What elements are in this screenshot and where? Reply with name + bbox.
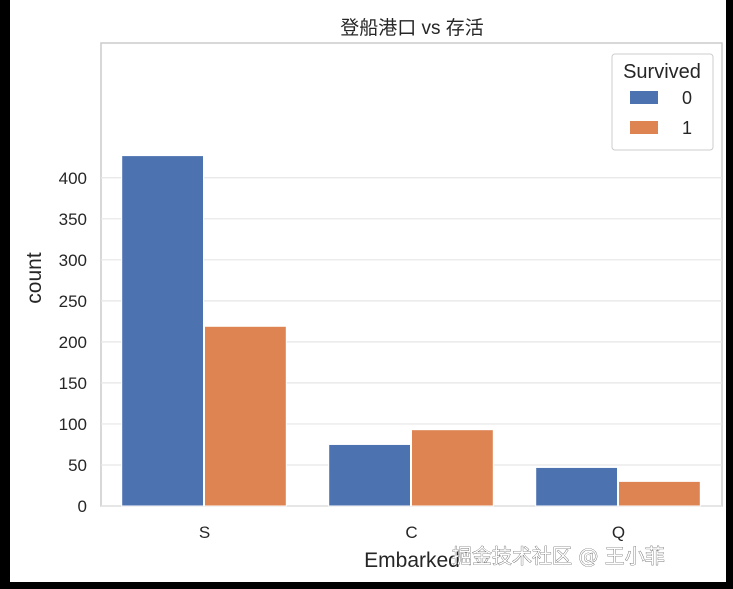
y-tick-label: 300	[59, 251, 87, 270]
y-tick-label: 200	[59, 333, 87, 352]
legend-label-0: 0	[682, 88, 692, 108]
bar-c-survived-1	[411, 429, 494, 507]
bar-s-survived-0	[121, 155, 204, 507]
legend-swatch-1	[630, 121, 658, 134]
bar-s-survived-1	[204, 325, 287, 507]
watermark: 掘金技术社区 @ 王小菲	[452, 544, 665, 568]
bar-q-survived-1	[618, 480, 701, 507]
x-axis-label: Embarked	[364, 549, 460, 572]
legend-swatch-0	[630, 91, 658, 104]
y-tick-labels: 0 50 100 150 200 250 300 350 400	[59, 169, 87, 516]
y-tick-label: 0	[78, 497, 87, 516]
y-tick-label: 400	[59, 169, 87, 188]
y-axis-label: count	[23, 252, 46, 304]
x-tick-label: S	[199, 523, 210, 542]
bars	[121, 155, 701, 507]
bar-c-survived-0	[328, 443, 412, 507]
legend: Survived 0 1	[611, 53, 714, 151]
legend-title: Survived	[623, 61, 701, 83]
x-tick-label: Q	[612, 523, 625, 542]
y-tick-label: 250	[59, 292, 87, 311]
bar-q-survived-0	[535, 466, 619, 507]
y-tick-label: 150	[59, 374, 87, 393]
y-tick-label: 50	[68, 456, 87, 475]
y-tick-label: 100	[59, 415, 87, 434]
x-tick-label: C	[405, 523, 417, 542]
chart-title: 登船港口 vs 存活	[340, 17, 484, 39]
legend-label-1: 1	[682, 118, 692, 138]
y-tick-label: 350	[59, 210, 87, 229]
